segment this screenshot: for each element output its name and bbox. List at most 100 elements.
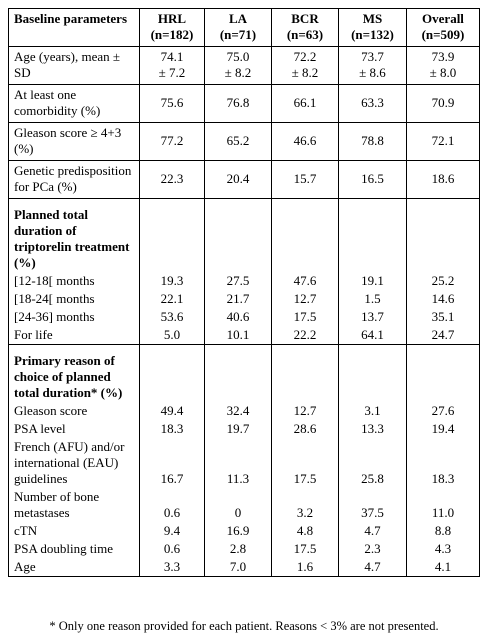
value: 72.2 (293, 49, 317, 64)
value-cell: 27.5 (204, 272, 272, 290)
value-cell: 72.1 (406, 122, 480, 161)
section-title-row: Primary reason of choice of planned tota… (8, 344, 480, 402)
value-cell: 18.3 (139, 420, 205, 438)
header-row: Baseline parameters HRL (n=182) LA (n=71) BCR… (8, 8, 480, 47)
value-cell: 22.3 (139, 160, 205, 199)
value-cell: 20.4 (204, 160, 272, 199)
row: Genetic predisposition for PCa (%) 22.3 20… (8, 160, 480, 199)
value-cell: 10.1 (204, 326, 272, 345)
row-label: PSA doubling time (8, 540, 140, 558)
sub-row: Gleason score 49.4 32.4 12.7 3.1 27.6 (8, 402, 480, 420)
empty-cell (338, 344, 407, 402)
value: ± 8.2 (291, 65, 319, 80)
value-cell: 78.8 (338, 122, 407, 161)
value-cell: 5.0 (139, 326, 205, 345)
empty-cell (139, 344, 205, 402)
value-cell: 7.0 (204, 558, 272, 577)
row-label: Gleason score (8, 402, 140, 420)
column-name: BCR (291, 11, 319, 26)
value-cell: 19.4 (406, 420, 480, 438)
value-cell: 8.8 (406, 522, 480, 540)
sub-row: Number of bone metastases 0.6 0 3.2 37.5 11.0 (8, 488, 480, 522)
value-cell: 66.1 (271, 84, 339, 123)
value-cell: 19.7 (204, 420, 272, 438)
row-label: Genetic predisposition for PCa (%) (8, 160, 140, 199)
value-cell: 11.3 (204, 438, 272, 488)
value-cell: 21.7 (204, 290, 272, 308)
value-cell: 53.6 (139, 308, 205, 326)
row-label: Age (8, 558, 140, 577)
value-cell: 14.6 (406, 290, 480, 308)
value: 18.6 (431, 171, 455, 186)
sub-row: cTN 9.4 16.9 4.8 4.7 8.8 (8, 522, 480, 540)
value-cell: 49.4 (139, 402, 205, 420)
footnote: * Only one reason provided for each pati… (49, 619, 439, 633)
row-label: Age (years), mean ± SD (8, 46, 140, 85)
value: 65.2 (226, 133, 250, 148)
value-cell: 47.6 (271, 272, 339, 290)
value-cell: 4.3 (406, 540, 480, 558)
sub-row: French (AFU) and/or international (EAU) … (8, 438, 480, 488)
row-label: Gleason score ≥ 4+3 (%) (8, 122, 140, 161)
value-cell: 2.8 (204, 540, 272, 558)
row-label: [12-18[ months (8, 272, 140, 290)
value: 66.1 (293, 95, 317, 110)
column-n: (n=509) (421, 27, 465, 42)
section-title: Primary reason of choice of planned tota… (8, 344, 140, 402)
value-cell: 76.8 (204, 84, 272, 123)
value-cell: 46.6 (271, 122, 339, 161)
value: 20.4 (226, 171, 250, 186)
value-cell: 27.6 (406, 402, 480, 420)
value-cell: 1.6 (271, 558, 339, 577)
row-label: [24-36] months (8, 308, 140, 326)
value-cell: 15.7 (271, 160, 339, 199)
value-cell: 4.1 (406, 558, 480, 577)
sub-row: [12-18[ months 19.3 27.5 47.6 19.1 25.2 (8, 272, 480, 290)
value-cell: 22.2 (271, 326, 339, 345)
value-cell: 73.9 ± 8.0 (406, 46, 480, 85)
value-cell: 75.0 ± 8.2 (204, 46, 272, 85)
value-cell: 18.3 (406, 438, 480, 488)
value: 63.3 (361, 95, 384, 110)
value-cell: 64.1 (338, 326, 407, 345)
value-cell: 24.7 (406, 326, 480, 345)
empty-cell (338, 198, 407, 272)
sub-row: [24-36] months 53.6 40.6 17.5 13.7 35.1 (8, 308, 480, 326)
sub-row: [18-24[ months 22.1 21.7 12.7 1.5 14.6 (8, 290, 480, 308)
value-cell: 9.4 (139, 522, 205, 540)
value-cell: 35.1 (406, 308, 480, 326)
empty-cell (271, 344, 339, 402)
section-title-row: Planned total duration of triptorelin tr… (8, 198, 480, 272)
value-cell: 16.9 (204, 522, 272, 540)
value-cell: 77.2 (139, 122, 205, 161)
value-cell: 3.2 (271, 488, 339, 522)
value-cell: 32.4 (204, 402, 272, 420)
value-cell: 16.7 (139, 438, 205, 488)
row-label: Number of bone metastases (8, 488, 140, 522)
value-cell: 73.7 ± 8.6 (338, 46, 407, 85)
value-cell: 2.3 (338, 540, 407, 558)
row-label: [18-24[ months (8, 290, 140, 308)
table-wrap: Baseline parameters HRL (n=182) LA (n=71) BCR… (8, 8, 480, 577)
column-n: (n=132) (351, 27, 394, 42)
value-cell: 28.6 (271, 420, 339, 438)
header-label: Baseline parameters (8, 8, 140, 47)
value: 73.9 (431, 49, 455, 64)
value-cell: 74.1 ± 7.2 (139, 46, 205, 85)
value: 75.6 (160, 95, 184, 110)
value-cell: 37.5 (338, 488, 407, 522)
value-cell: 1.5 (338, 290, 407, 308)
column-name: MS (362, 11, 383, 26)
value-cell: 12.7 (271, 290, 339, 308)
value: ± 8.0 (429, 65, 457, 80)
row: Age (years), mean ± SD 74.1 ± 7.2 75.0 ± 8.2… (8, 46, 480, 85)
value-cell: 13.3 (338, 420, 407, 438)
value: 72.1 (431, 133, 455, 148)
empty-cell (139, 198, 205, 272)
value-cell: 3.1 (338, 402, 407, 420)
table: Baseline parameters HRL (n=182) LA (n=71) BCR… (8, 8, 480, 577)
sub-row: For life 5.0 10.1 22.2 64.1 24.7 (8, 326, 480, 345)
value-cell: 19.3 (139, 272, 205, 290)
value: 77.2 (160, 133, 184, 148)
value-cell: 12.7 (271, 402, 339, 420)
